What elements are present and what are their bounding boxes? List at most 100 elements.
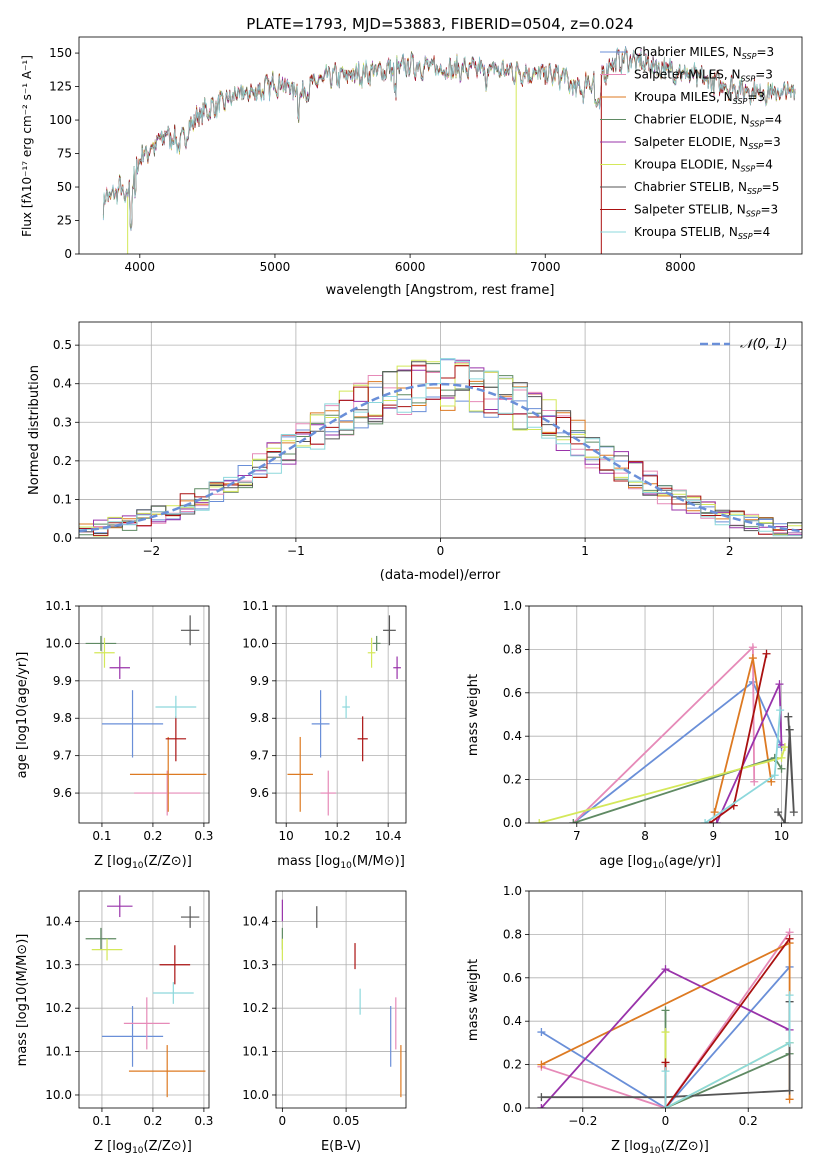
age-vs-mass-xlabel: mass [log10(M/M⊙)] (277, 854, 405, 871)
mass_vs_Z-errorbar-point (107, 895, 133, 918)
weight_vs_Z-ytick-label: 0.0 (503, 1101, 522, 1115)
residuals-xtick-label: 2 (726, 544, 734, 558)
ebv-xlabel: E(B-V) (321, 1139, 361, 1154)
age_vs_mass-ytick-label: 9.9 (250, 674, 269, 688)
weight-vs-z-xlabel: Z [log10(Z/Z⊙)] (611, 1139, 709, 1156)
spectrum-legend-label-sub: SSP (748, 142, 763, 151)
spectrum-frame (78, 36, 803, 255)
mass-vs-metallicity-panel: 0.1 0.2 0.3 10.0 10.1 10.2 10.3 10.4 (45, 890, 213, 1128)
weight-vs-z-xlabel-sub: 10 (649, 1146, 661, 1156)
mass_vs_ebv-xtick-label: 0 (279, 1114, 287, 1128)
mass_vs_ebv-xtick-label: 0.05 (333, 1114, 360, 1128)
age-vs-z-xlabel-main: Z [log (94, 854, 132, 869)
age_vs_mass-frame (275, 605, 407, 824)
spectrum-legend-label-tail: =5 (762, 180, 780, 194)
spectrum-plot (102, 46, 796, 254)
spectrum-legend-label-sub: SSP (742, 52, 757, 61)
weight_vs_Z-weight-marker (661, 1006, 670, 1015)
spectrum-legend-label-tail: =4 (764, 113, 782, 127)
mass_vs_ebv-frame (275, 890, 407, 1109)
weight_vs_Z-weight-marker (785, 1086, 794, 1095)
weight_vs_Z-weight-line (664, 938, 791, 1108)
weight_vs_Z-ytick-label: 0.2 (503, 1058, 522, 1072)
spectrum-legend-label-main: Chabrier ELODIE, N (634, 113, 750, 127)
age_vs_mass-errorbar-point (357, 716, 368, 762)
age-vs-mass-xlabel-sub: 10 (340, 861, 352, 871)
spectrum-legend-label-sub: SSP (741, 75, 756, 84)
mass_vs_Z-errorbar-point (123, 997, 170, 1050)
spectrum-ytick-label: 125 (49, 80, 72, 94)
age_vs_mass-ytick-label: 10.0 (242, 636, 269, 650)
mass_vs_Z-ytick-label: 10.1 (45, 1045, 72, 1059)
age_vs_mass-errorbar-point (320, 770, 336, 816)
spectrum-legend-label-sub: SSP (733, 97, 748, 106)
weight_vs_age-weight-line (572, 680, 783, 823)
weight_vs_age-weight-marker (701, 819, 710, 823)
age_vs_mass-errorbar-point (342, 695, 350, 719)
age-ylabel: age [log10(age/yr)] (15, 652, 30, 779)
weight_vs_Z-weight-marker (537, 1060, 546, 1069)
weight_vs_age-weight-line (573, 756, 783, 823)
age-vs-z-xlabel-tail: (Z/Z⊙)] (144, 854, 192, 869)
weight-vs-age-ylabel: mass weight (466, 674, 481, 756)
spectrum-legend-label-sub: SSP (750, 120, 765, 129)
weight_vs_age-weight-marker (762, 649, 771, 658)
weight_vs_Z-frame (528, 890, 803, 1109)
age_vs_mass-errorbar-point (367, 637, 376, 668)
weight_vs_age-ytick-label: 0.8 (503, 642, 522, 656)
age_vs_Z-errorbar-point (165, 716, 187, 762)
weight_vs_age-weight-line (572, 645, 756, 823)
spectrum-legend-label: Kroupa STELIB, NSSP=4 (634, 225, 770, 241)
age_vs_mass-ytick-label: 9.6 (250, 786, 269, 800)
residuals-ytick-label: 0.5 (53, 338, 72, 352)
spectrum-legend-label-tail: =4 (755, 158, 773, 172)
spectrum-legend-label-tail: =4 (753, 225, 771, 239)
spectrum-legend-label: Salpeter STELIB, NSSP=3 (634, 203, 778, 219)
age_vs_Z-ytick-label: 10.1 (45, 599, 72, 613)
weight-vs-z-xlabel-tail: (Z/Z⊙)] (661, 1139, 709, 1154)
spectrum-ylabel: Flux [fλ10⁻¹⁷ erg cm⁻² s⁻¹ A⁻¹] (20, 55, 34, 237)
residuals-ytick-label: 0.3 (53, 415, 72, 429)
residuals-plot (79, 358, 802, 537)
age_vs_mass-errorbar-point (372, 635, 381, 651)
residuals-xtick-label: 1 (581, 544, 589, 558)
weight_vs_age-plot (535, 643, 798, 823)
age_vs_Z-xtick-label: 0.3 (194, 829, 213, 843)
weight_vs_age-weight-marker (750, 777, 759, 786)
weight_vs_age-weight-marker (569, 819, 578, 823)
age_vs_Z-errorbar-point (109, 656, 130, 679)
weight_vs_age-weight-marker (775, 680, 784, 689)
mass_vs_Z-ytick-label: 10.4 (45, 914, 72, 928)
spectrum-xtick-label: 6000 (395, 260, 426, 274)
age_vs_Z-ytick-label: 9.7 (53, 749, 72, 763)
weight_vs_Z-weight-marker (661, 1028, 670, 1037)
weight_vs_age-weight-marker (774, 808, 783, 817)
mass-vs-z-xlabel-tail: (Z/Z⊙)] (144, 1139, 192, 1154)
residuals-xtick-label: 0 (437, 544, 445, 558)
spectrum-legend-label-main: Salpeter MILES, N (634, 68, 741, 82)
spectrum-legend-label-main: Kroupa ELODIE, N (634, 158, 741, 172)
mass_vs_Z-errorbar-point (91, 938, 123, 961)
mass_vs_Z-errorbar-point (128, 1045, 206, 1098)
mass_vs_ebv-ytick-label: 10.3 (242, 958, 269, 972)
spectrum-legend-label-sub: SSP (738, 232, 753, 241)
mass_vs_ebv-ytick-label: 10.2 (242, 1001, 269, 1015)
weight_vs_age-weight-line (713, 657, 773, 813)
mass_vs_Z-frame (78, 890, 210, 1109)
spectrum-ytick-label: 25 (57, 214, 72, 228)
spectrum-legend-label-main: Chabrier MILES, N (634, 45, 742, 59)
mass_vs_Z-xtick-label: 0.1 (92, 1114, 111, 1128)
weight_vs_age-weight-marker (748, 643, 757, 652)
spectrum-legend-label-tail: =3 (756, 45, 774, 59)
spectrum-xlabel: wavelength [Angstrom, rest frame] (326, 283, 555, 298)
weight_vs_age-weight-marker (780, 743, 789, 752)
mass_vs_Z-errorbar-point (85, 927, 117, 950)
age_vs_Z-frame (78, 605, 210, 824)
weight_vs_Z-weight-marker (537, 1104, 546, 1108)
age_vs_mass-errorbar-point (311, 690, 330, 758)
weight_vs_Z-ytick-label: 0.8 (503, 927, 522, 941)
age-vs-mass-xlabel-main: mass [log (277, 854, 340, 869)
weight_vs_age-weight-line (538, 746, 786, 823)
spectrum-xtick-label: 8000 (665, 260, 696, 274)
weight_vs_Z-weight-line (540, 966, 791, 1108)
